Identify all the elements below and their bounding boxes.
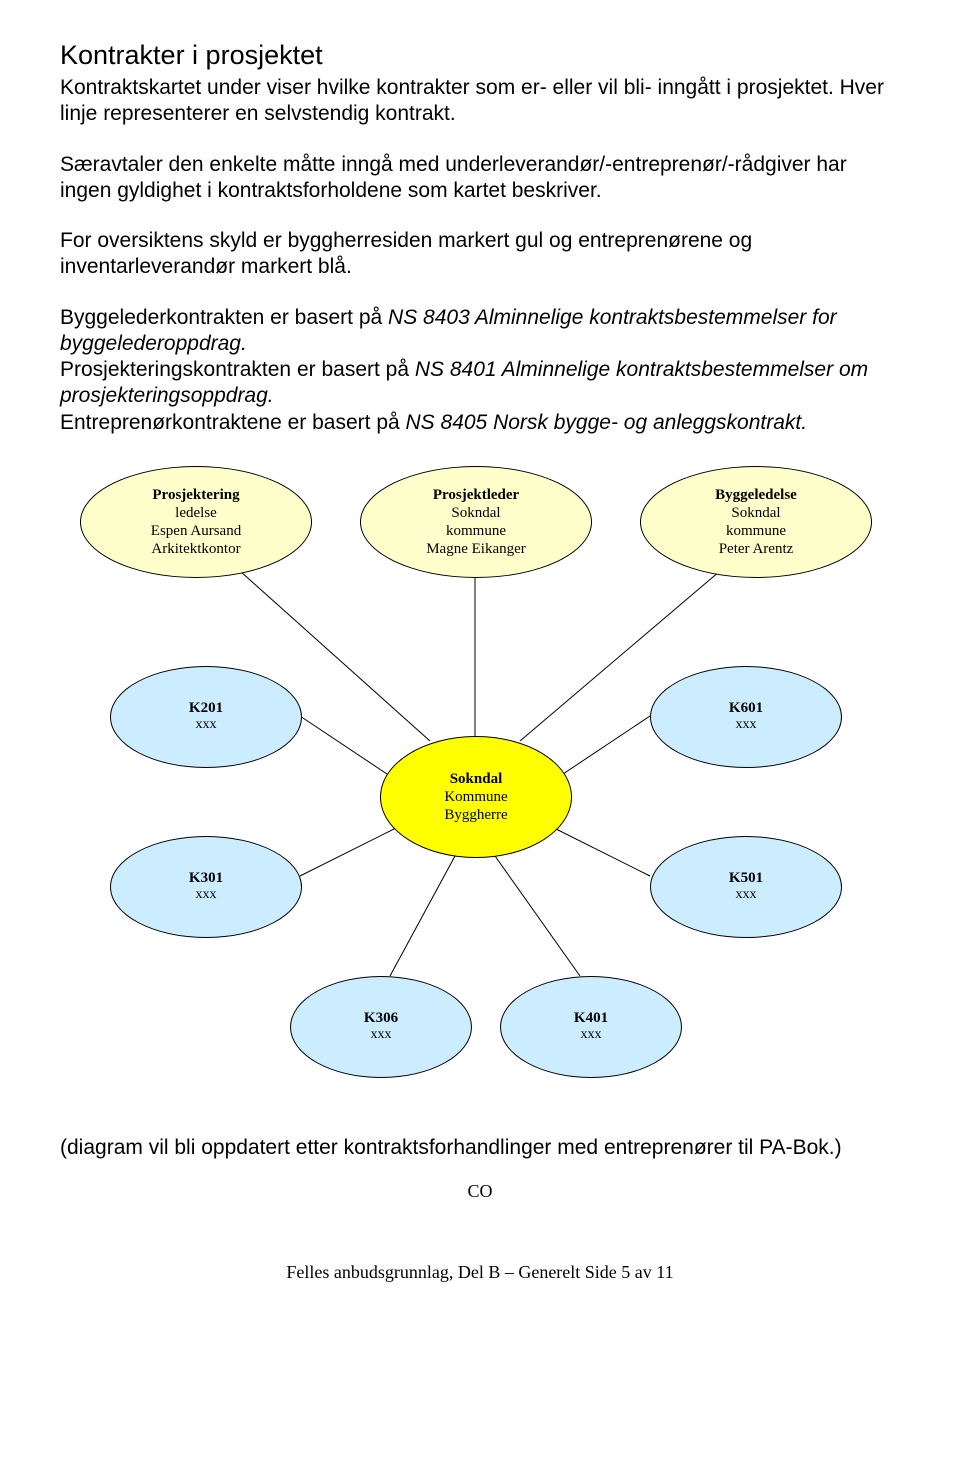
paragraph-2: Særavtaler den enkelte måtte inngå med u…	[60, 152, 900, 205]
page-footer: Felles anbudsgrunnlag, Del B – Generelt …	[60, 1262, 900, 1283]
paragraph-5: Prosjekteringskontrakten er basert på NS…	[60, 357, 900, 410]
node-title: Prosjektering	[152, 486, 239, 504]
node-sub: ledelse	[175, 504, 217, 522]
node-title: K201	[189, 699, 223, 717]
diagram-node: K601xxx	[650, 666, 842, 768]
diagram-node: ProsjekteringledelseEspen AursandArkitek…	[80, 466, 312, 578]
node-title: K301	[189, 869, 223, 887]
node-title: K501	[729, 869, 763, 887]
node-title: K401	[574, 1009, 608, 1027]
node-sub: Peter Arentz	[719, 540, 794, 558]
node-sub: xxx	[196, 717, 217, 734]
diagram-node: K306xxx	[290, 976, 472, 1078]
contract-diagram: ProsjekteringledelseEspen AursandArkitek…	[60, 466, 900, 1106]
p6-italic: NS 8405 Norsk bygge- og anleggskontrakt.	[406, 411, 808, 434]
node-title: Sokndal	[450, 770, 503, 788]
co-mark: CO	[60, 1181, 900, 1202]
node-sub: kommune	[726, 522, 786, 540]
p5-text: Prosjekteringskontrakten er basert på	[60, 358, 415, 381]
node-title: K306	[364, 1009, 398, 1027]
node-sub: Byggherre	[444, 806, 507, 824]
node-sub: xxx	[371, 1027, 392, 1044]
intro-paragraph: Kontraktskartet under viser hvilke kontr…	[60, 75, 900, 128]
paragraph-6: Entreprenørkontraktene er basert på NS 8…	[60, 410, 900, 436]
node-sub: Sokndal	[451, 504, 500, 522]
p6-text: Entreprenørkontraktene er basert på	[60, 411, 406, 434]
paragraph-3: For oversiktens skyld er byggherresiden …	[60, 228, 900, 281]
node-sub: xxx	[736, 887, 757, 904]
diagram-node: ByggeledelseSokndalkommunePeter Arentz	[640, 466, 872, 578]
diagram-node: ProsjektlederSokndalkommuneMagne Eikange…	[360, 466, 592, 578]
node-sub: xxx	[736, 717, 757, 734]
node-sub: xxx	[581, 1027, 602, 1044]
diagram-node: K201xxx	[110, 666, 302, 768]
diagram-node: K401xxx	[500, 976, 682, 1078]
node-title: Prosjektleder	[433, 486, 519, 504]
node-sub: Magne Eikanger	[426, 540, 526, 558]
node-title: K601	[729, 699, 763, 717]
paragraph-4: Byggelederkontrakten er basert på NS 840…	[60, 305, 900, 358]
node-sub: Espen Aursand	[151, 522, 241, 540]
diagram-node: K301xxx	[110, 836, 302, 938]
node-title: Byggeledelse	[715, 486, 797, 504]
p4-text: Byggelederkontrakten er basert på	[60, 306, 388, 329]
node-sub: Arkitektkontor	[151, 540, 240, 558]
node-sub: xxx	[196, 887, 217, 904]
node-sub: kommune	[446, 522, 506, 540]
node-sub: Sokndal	[731, 504, 780, 522]
node-sub: Kommune	[444, 788, 507, 806]
diagram-footnote: (diagram vil bli oppdatert etter kontrak…	[60, 1136, 900, 1160]
diagram-node: K501xxx	[650, 836, 842, 938]
page-heading: Kontrakter i prosjektet	[60, 40, 900, 71]
diagram-node: SokndalKommuneByggherre	[380, 736, 572, 858]
